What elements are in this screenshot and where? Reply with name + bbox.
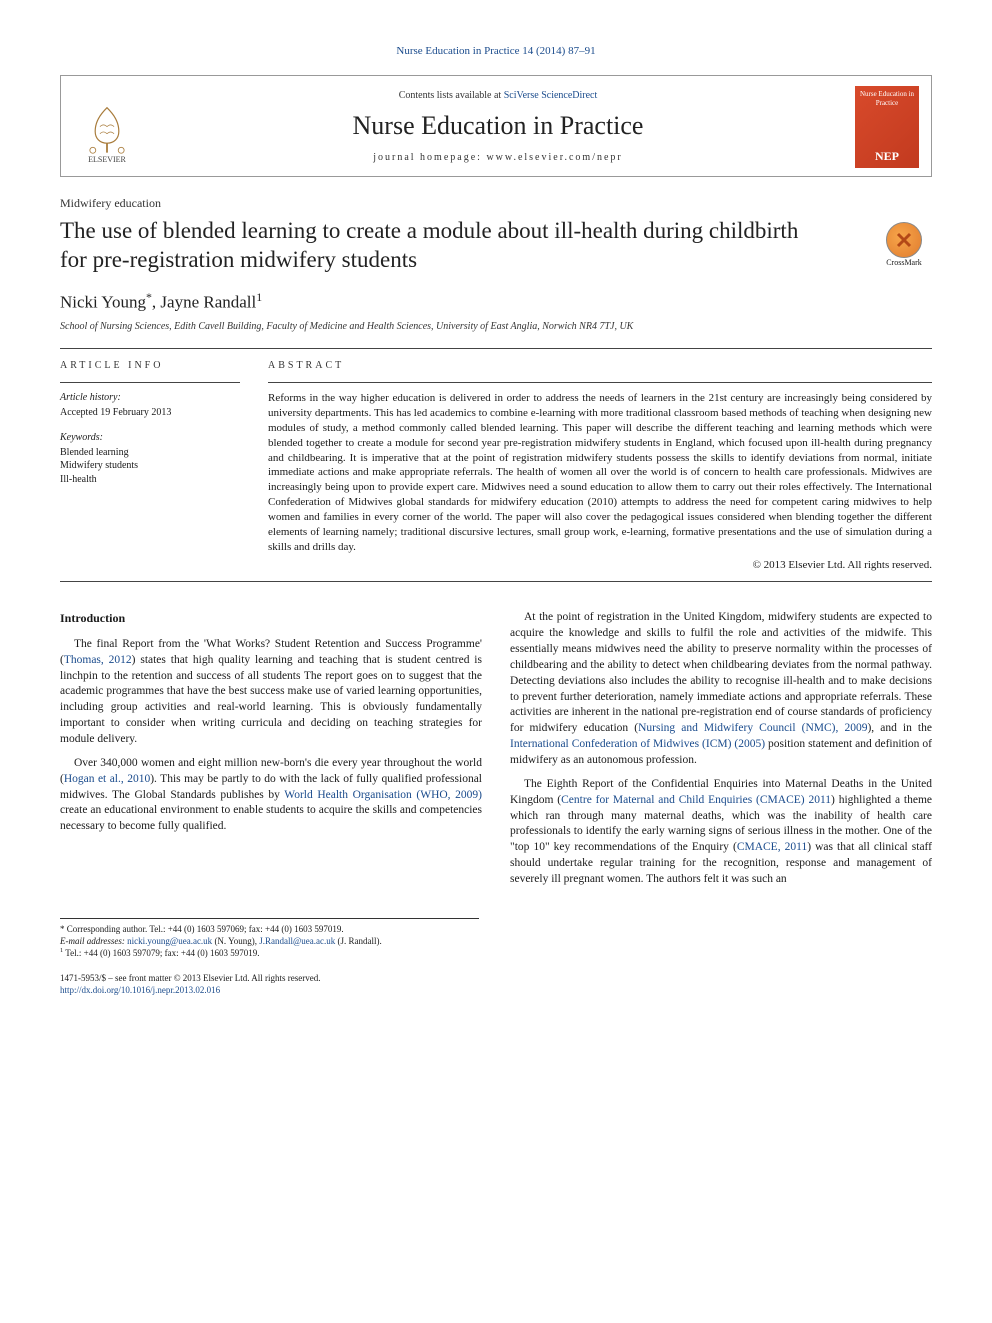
crossmark-label: CrossMark [886, 258, 922, 269]
contents-prefix: Contents lists available at [399, 90, 504, 101]
abstract-label: ABSTRACT [268, 359, 932, 373]
homepage-url[interactable]: www.elsevier.com/nepr [486, 152, 622, 163]
crossmark-icon [886, 222, 922, 258]
text: ), and in the [867, 722, 932, 734]
ref-cmace-2011a[interactable]: Centre for Maternal and Child Enquiries … [561, 794, 831, 806]
info-divider [60, 382, 240, 383]
keywords-block: Keywords: Blended learning Midwifery stu… [60, 431, 240, 486]
issn-copyright: 1471-5953/$ – see front matter © 2013 El… [60, 973, 932, 985]
keyword: Midwifery students [60, 459, 240, 473]
abstract: ABSTRACT Reforms in the way higher educa… [268, 359, 932, 574]
footnotes: * Corresponding author. Tel.: +44 (0) 16… [60, 918, 479, 959]
cover-abbrev: NEP [859, 148, 915, 164]
text: create an educational environment to ena… [60, 804, 482, 832]
info-abstract-row: ARTICLE INFO Article history: Accepted 1… [60, 359, 932, 574]
email-link-1[interactable]: nicki.young@uea.ac.uk [127, 936, 212, 946]
emails-label: E-mail addresses: [60, 936, 127, 946]
article-info: ARTICLE INFO Article history: Accepted 1… [60, 359, 240, 574]
footnote-sup: 1 [60, 947, 63, 954]
divider-top [60, 348, 932, 349]
author-1[interactable]: Nicki Young [60, 292, 146, 311]
article-type: Midwifery education [60, 195, 932, 211]
corresponding-author: * Corresponding author. Tel.: +44 (0) 16… [60, 923, 479, 935]
email-addresses: E-mail addresses: nicki.young@uea.ac.uk … [60, 935, 479, 947]
text: At the point of registration in the Unit… [510, 611, 932, 734]
intro-heading: Introduction [60, 610, 482, 627]
author-1-sup: * [146, 290, 152, 304]
homepage-prefix: journal homepage: [373, 152, 486, 163]
ref-cmace-2011b[interactable]: CMACE, 2011 [737, 841, 807, 853]
author-2[interactable]: Jayne Randall [160, 292, 256, 311]
right-column: At the point of registration in the Unit… [510, 610, 932, 896]
email-link-2[interactable]: J.Randall@uea.ac.uk [259, 936, 335, 946]
text: (N. Young), [212, 936, 259, 946]
contents-available-line: Contents lists available at SciVerse Sci… [153, 89, 843, 103]
history-accepted: Accepted 19 February 2013 [60, 406, 240, 420]
article-info-label: ARTICLE INFO [60, 359, 240, 373]
text: ) states that high quality learning and … [60, 654, 482, 745]
footer-bar: 1471-5953/$ – see front matter © 2013 El… [60, 973, 932, 996]
para-4: The Eighth Report of the Confidential En… [510, 777, 932, 888]
title-row: The use of blended learning to create a … [60, 217, 932, 275]
abstract-divider [268, 382, 932, 383]
affiliation: School of Nursing Sciences, Edith Cavell… [60, 320, 932, 334]
doi-link[interactable]: http://dx.doi.org/10.1016/j.nepr.2013.02… [60, 985, 220, 995]
para-2: Over 340,000 women and eight million new… [60, 756, 482, 835]
body-columns: Introduction The final Report from the '… [60, 610, 932, 896]
journal-homepage: journal homepage: www.elsevier.com/nepr [153, 151, 843, 165]
ref-nmc-2009[interactable]: Nursing and Midwifery Council (NMC), 200… [638, 722, 867, 734]
journal-center: Contents lists available at SciVerse Sci… [153, 89, 843, 165]
journal-cover-thumbnail[interactable]: Nurse Education in Practice NEP [855, 86, 919, 168]
abstract-copyright: © 2013 Elsevier Ltd. All rights reserved… [268, 558, 932, 573]
keywords-head: Keywords: [60, 431, 240, 445]
history-head: Article history: [60, 391, 240, 405]
para-3: At the point of registration in the Unit… [510, 610, 932, 769]
ref-hogan-2010[interactable]: Hogan et al., 2010 [64, 773, 150, 785]
journal-header-box: ELSEVIER Contents lists available at Sci… [60, 75, 932, 177]
crossmark-badge[interactable]: CrossMark [876, 217, 932, 273]
journal-title: Nurse Education in Practice [153, 108, 843, 143]
article-history: Article history: Accepted 19 February 20… [60, 391, 240, 419]
elsevier-tree-icon [83, 103, 131, 155]
ref-icm-2005[interactable]: International Confederation of Midwives … [510, 738, 765, 750]
page: Nurse Education in Practice 14 (2014) 87… [0, 0, 992, 1037]
sciencedirect-link[interactable]: SciVerse ScienceDirect [504, 90, 598, 101]
keywords-list: Blended learning Midwifery students Ill-… [60, 446, 240, 487]
elsevier-logo[interactable]: ELSEVIER [73, 88, 141, 166]
elsevier-label: ELSEVIER [88, 155, 126, 166]
keyword: Blended learning [60, 446, 240, 460]
ref-who-2009[interactable]: World Health Organisation (WHO, 2009) [284, 789, 482, 801]
para-1: The final Report from the 'What Works? S… [60, 637, 482, 748]
footnote-1: 1 Tel.: +44 (0) 1603 597079; fax: +44 (0… [60, 947, 479, 959]
divider-after-abstract [60, 581, 932, 582]
ref-thomas-2012[interactable]: Thomas, 2012 [64, 654, 132, 666]
keyword: Ill-health [60, 473, 240, 487]
authors: Nicki Young*, Jayne Randall1 [60, 289, 932, 315]
cover-title: Nurse Education in Practice [859, 90, 915, 109]
running-head: Nurse Education in Practice 14 (2014) 87… [60, 44, 932, 59]
text: Tel.: +44 (0) 1603 597079; fax: +44 (0) … [65, 948, 259, 958]
article-title: The use of blended learning to create a … [60, 217, 820, 275]
text: (J. Randall). [335, 936, 382, 946]
left-column: Introduction The final Report from the '… [60, 610, 482, 896]
author-2-sup: 1 [256, 290, 262, 304]
abstract-text: Reforms in the way higher education is d… [268, 391, 932, 554]
